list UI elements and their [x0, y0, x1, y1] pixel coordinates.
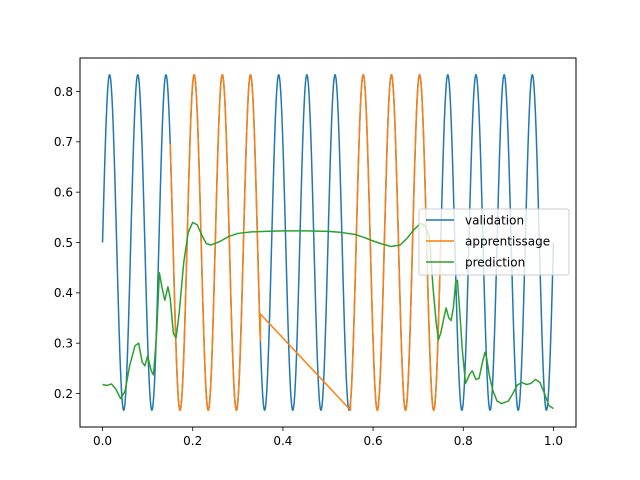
y-tick-label: 0.8 [54, 85, 73, 99]
legend-label-apprentissage: apprentissage [465, 235, 550, 249]
y-tick-label: 0.2 [54, 387, 73, 401]
x-tick-label: 0.8 [454, 434, 473, 448]
legend-label-prediction: prediction [465, 256, 525, 270]
x-tick-label: 0.4 [273, 434, 292, 448]
series-line-prediction [102, 221, 554, 410]
x-tick-label: 0.2 [183, 434, 202, 448]
x-tick-label: 0.0 [93, 434, 112, 448]
series-lines [101, 73, 555, 412]
legend: validation apprentissage prediction [418, 208, 570, 276]
y-tick-label: 0.6 [54, 185, 73, 199]
x-tick-label: 1.0 [544, 434, 563, 448]
y-tick-label: 0.4 [54, 286, 73, 300]
y-axis: 0.2 0.3 0.4 0.5 0.6 0.7 0.8 [54, 85, 80, 401]
legend-label-validation: validation [465, 214, 524, 228]
x-axis: 0.0 0.2 0.4 0.6 0.8 1.0 [93, 427, 563, 448]
y-tick-label: 0.7 [54, 135, 73, 149]
series-line-apprentissage [169, 73, 442, 412]
x-tick-label: 0.6 [364, 434, 383, 448]
y-tick-label: 0.3 [54, 336, 73, 350]
legend-box [418, 208, 570, 276]
y-tick-label: 0.5 [54, 236, 73, 250]
